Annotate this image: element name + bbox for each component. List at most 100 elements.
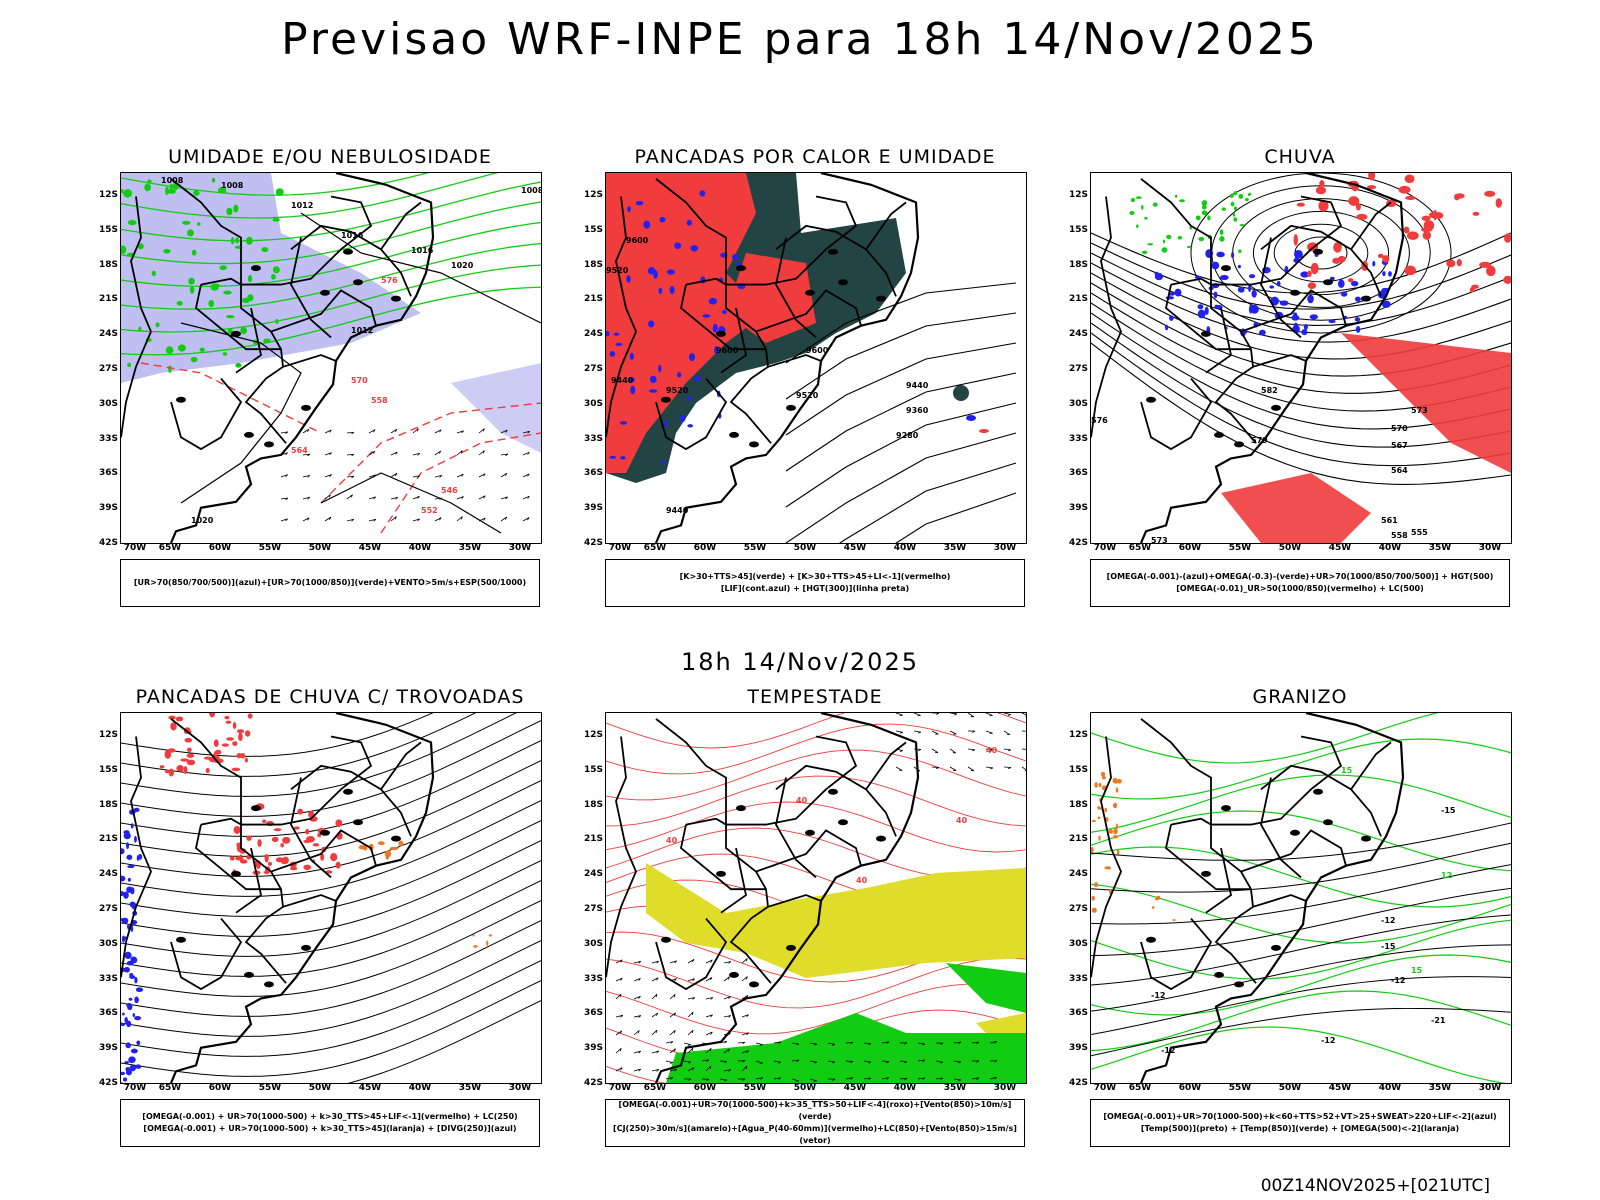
lat-tick-label: 39S <box>98 1043 118 1054</box>
state-border <box>680 284 766 351</box>
lon-tick-label: 55W <box>743 543 767 553</box>
lon-tick-label: 65W <box>1128 1083 1152 1093</box>
geopotential-contour <box>1091 322 1511 448</box>
omega-area-blue <box>1165 296 1175 300</box>
humidity-contour <box>272 217 280 222</box>
humidity-contour <box>190 356 198 363</box>
geopotential-contour <box>1273 223 1369 283</box>
wind-vector <box>1021 766 1026 771</box>
wind-vector <box>953 1041 961 1044</box>
lat-tick-label: 21S <box>98 294 118 305</box>
lon-tick-label: 60W <box>1178 1083 1202 1093</box>
panel-legend: [UR>70(850/700/500)](azul)+[UR>70(1000/8… <box>120 559 540 607</box>
lifted-index-contour <box>688 353 696 362</box>
wind-vector <box>746 1014 749 1018</box>
geopotential-contour <box>785 282 1017 364</box>
legend-line: [UR>70(850/700/500)](azul)+[UR>70(1000/8… <box>133 578 527 587</box>
lake <box>244 971 254 978</box>
precip-area-red <box>1479 261 1492 268</box>
omega-area-green <box>1238 249 1242 254</box>
wind-vector <box>845 1041 854 1044</box>
state-border <box>1091 736 1122 978</box>
wind-vector <box>705 1014 713 1018</box>
wind-vector <box>728 961 732 964</box>
map-canvas: 40 40 40 40 40 <box>606 713 1026 1083</box>
omega-area-orange <box>1091 819 1096 823</box>
wind-vector <box>460 450 463 454</box>
wind-vector <box>500 429 508 434</box>
contour-label: 9520 <box>666 386 689 395</box>
temp500-contour <box>1091 914 1511 986</box>
wind-vector <box>723 1069 731 1072</box>
wind-vector <box>745 958 748 962</box>
state-border <box>380 201 422 250</box>
lifted-index-contour <box>627 376 635 383</box>
thunderstorm-area-orange <box>377 841 385 846</box>
wind-vector <box>656 977 659 981</box>
lon-tick-label: 70W <box>1093 1083 1117 1093</box>
wind-vector <box>917 731 922 734</box>
temp500-contour <box>1091 864 1511 925</box>
wind-vector <box>687 1029 694 1036</box>
wind-vector <box>434 450 441 456</box>
wind-vector <box>412 518 420 522</box>
thunderstorm-area-red <box>236 753 242 759</box>
lat-tick-label: 15S <box>98 224 118 235</box>
lon-tick-label: 65W <box>643 1083 667 1093</box>
precip-area-red <box>1421 215 1431 221</box>
humidity-contour <box>121 264 541 333</box>
lat-tick-label: 18S <box>1068 799 1088 810</box>
omega-area-green <box>1245 197 1249 202</box>
wind-vector <box>683 1060 691 1063</box>
lake <box>716 330 726 337</box>
wind-vector <box>478 450 485 456</box>
thunderstorm-area-red <box>244 757 248 763</box>
lake <box>828 788 838 795</box>
divergence-blue <box>135 1064 142 1069</box>
precipitable-water-contour <box>606 723 1026 775</box>
state-border <box>290 224 412 297</box>
wind-vector <box>307 453 311 457</box>
omega-area-green <box>1136 224 1139 228</box>
lon-tick-label: 30W <box>993 543 1017 553</box>
wind-vector <box>500 496 508 500</box>
omega-area-blue <box>1279 300 1289 306</box>
lon-tick-label: 65W <box>1128 543 1152 553</box>
wind-vector <box>285 518 288 522</box>
precip-area-red <box>1347 278 1354 283</box>
lon-tick-label: 60W <box>693 543 717 553</box>
wind-vector <box>899 1077 908 1080</box>
wind-vector <box>669 1030 676 1036</box>
humidity-contour <box>176 300 183 306</box>
wind-vector <box>727 976 730 980</box>
lake <box>1214 971 1224 978</box>
thunderstorm-area-red <box>233 826 241 834</box>
lifted-index-contour <box>686 396 692 401</box>
precip-area-red <box>1504 233 1511 243</box>
state-border <box>282 354 337 368</box>
wind-vector <box>867 1061 872 1064</box>
wind-vector <box>791 1042 799 1045</box>
map-panel-granizo: GRANIZO -12 -15 -12 -12 -21 -12 -15 -12 15 12 15 12S… <box>1060 686 1512 1156</box>
humidity-contour <box>121 242 541 310</box>
lat-tick-label: 30S <box>583 398 603 409</box>
wind-vector <box>886 1061 890 1064</box>
wind-vector <box>940 1042 944 1045</box>
wind-vector <box>972 730 976 733</box>
temp500-contour <box>1091 944 1511 1012</box>
wind-vector <box>931 766 940 768</box>
omega-area-blue <box>1211 261 1220 270</box>
wind-vector <box>728 996 731 999</box>
thunderstorm-area-red <box>273 828 282 832</box>
contour-label: 564 <box>1391 466 1408 475</box>
divergence-blue <box>125 1069 132 1076</box>
wind-vector <box>737 1041 746 1044</box>
lat-tick-label: 21S <box>583 834 603 845</box>
lon-tick-label: 40W <box>1378 543 1402 553</box>
humidity-contour <box>169 183 174 191</box>
wind-vector <box>656 1050 659 1054</box>
wind-vector <box>478 517 486 522</box>
wind-vector <box>1007 714 1011 716</box>
precipitable-water-contour <box>606 801 1026 853</box>
divergence-blue <box>123 832 131 840</box>
